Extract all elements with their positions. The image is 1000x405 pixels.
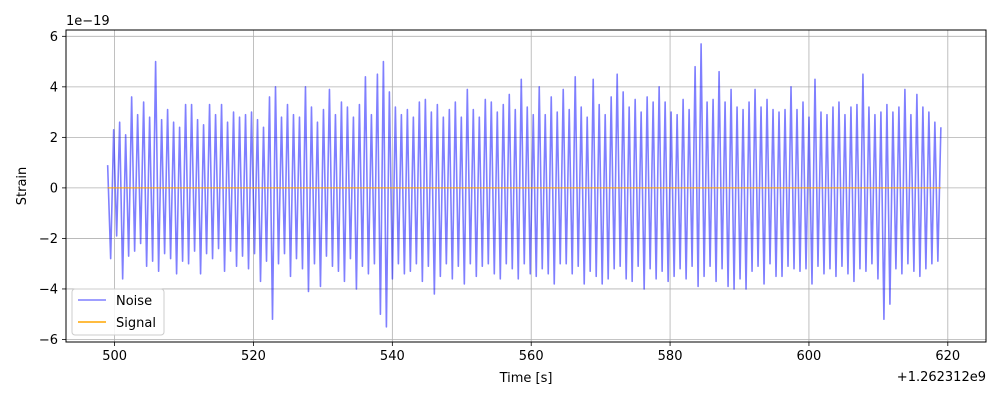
y-tick-label: −2 (39, 232, 58, 247)
y-tick-label: 2 (50, 131, 58, 146)
x-tick-label: 540 (380, 349, 405, 364)
x-tick-label: 580 (658, 349, 683, 364)
legend: Noise Signal (71, 288, 165, 336)
y-tick-label: −6 (39, 333, 58, 348)
x-tick-label: 560 (519, 349, 544, 364)
tick-layer: 500 520 540 560 580 600 620 −6 −4 −2 0 2 4 6 (39, 30, 960, 364)
x-tick-label: 500 (102, 349, 127, 364)
series-line-noise (106, 43, 942, 328)
legend-noise-label: Noise (116, 294, 152, 309)
y-tick-label: 0 (50, 181, 58, 196)
y-tick-label: −4 (39, 282, 58, 297)
x-tick-label: 600 (797, 349, 822, 364)
y-offset-label: 1e−19 (66, 14, 110, 29)
y-tick-label: 4 (50, 80, 58, 95)
legend-signal-label: Signal (116, 316, 156, 331)
plot-frame (65, 29, 987, 343)
x-tick-label: 520 (241, 349, 266, 364)
x-axis-label: Time [s] (499, 371, 553, 386)
x-offset-label: +1.262312e9 (897, 370, 986, 385)
x-tick-label: 620 (935, 349, 960, 364)
y-axis-label: Strain (15, 167, 30, 206)
y-tick-label: 6 (50, 30, 58, 45)
series-layer (106, 43, 942, 328)
